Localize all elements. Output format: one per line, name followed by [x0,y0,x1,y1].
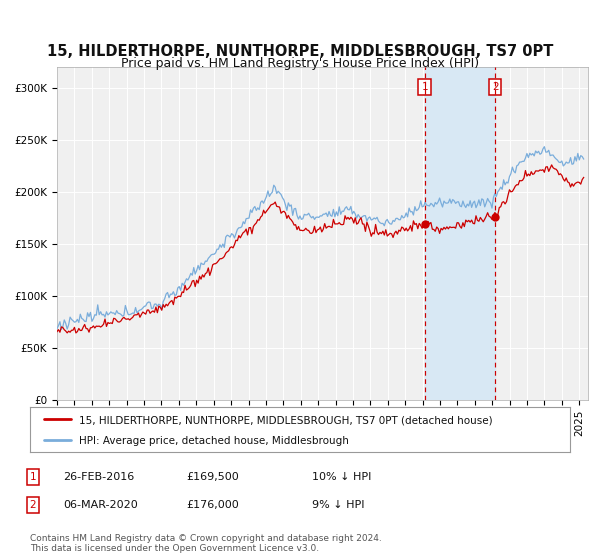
Text: £169,500: £169,500 [186,472,239,482]
Text: 26-FEB-2016: 26-FEB-2016 [63,472,134,482]
Text: 06-MAR-2020: 06-MAR-2020 [63,500,138,510]
Text: 15, HILDERTHORPE, NUNTHORPE, MIDDLESBROUGH, TS7 0PT: 15, HILDERTHORPE, NUNTHORPE, MIDDLESBROU… [47,44,553,59]
Text: £176,000: £176,000 [186,500,239,510]
Text: 9% ↓ HPI: 9% ↓ HPI [312,500,365,510]
Text: Price paid vs. HM Land Registry's House Price Index (HPI): Price paid vs. HM Land Registry's House … [121,57,479,70]
Text: 2: 2 [492,82,499,92]
Text: 15, HILDERTHORPE, NUNTHORPE, MIDDLESBROUGH, TS7 0PT (detached house): 15, HILDERTHORPE, NUNTHORPE, MIDDLESBROU… [79,416,492,426]
Text: Contains HM Land Registry data © Crown copyright and database right 2024.
This d: Contains HM Land Registry data © Crown c… [30,534,382,553]
Text: 10% ↓ HPI: 10% ↓ HPI [312,472,371,482]
Bar [425,67,495,400]
Text: 1: 1 [29,472,37,482]
Text: 1: 1 [421,82,428,92]
Text: 2: 2 [29,500,37,510]
Text: HPI: Average price, detached house, Middlesbrough: HPI: Average price, detached house, Midd… [79,436,349,446]
